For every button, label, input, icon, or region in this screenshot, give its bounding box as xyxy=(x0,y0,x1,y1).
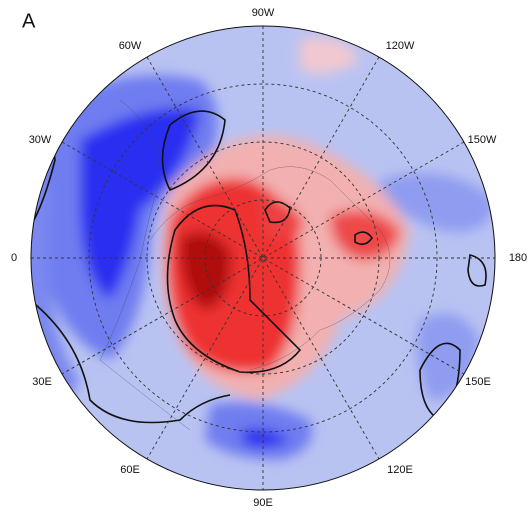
longitude-label: 180 xyxy=(509,252,527,264)
map-figure: A 90W 60W 120W 30W 150W 0 180 30E 150E 60E 120E 90E xyxy=(0,0,527,512)
longitude-label: 0 xyxy=(11,252,17,264)
longitude-label: 30W xyxy=(29,134,52,146)
longitude-label: 150E xyxy=(465,376,491,388)
panel-label: A xyxy=(22,10,36,32)
longitude-label: 90W xyxy=(252,7,275,19)
longitude-label: 90E xyxy=(253,497,273,509)
map-field xyxy=(0,26,495,490)
polar-map: A 90W 60W 120W 30W 150W 0 180 30E 150E 60E 120E 90E xyxy=(0,0,527,512)
longitude-label: 60E xyxy=(120,464,140,476)
longitude-label: 150W xyxy=(468,134,497,146)
longitude-label: 30E xyxy=(32,376,52,388)
longitude-label: 120W xyxy=(386,40,415,52)
longitude-label: 120E xyxy=(387,464,413,476)
longitude-label: 60W xyxy=(119,40,142,52)
